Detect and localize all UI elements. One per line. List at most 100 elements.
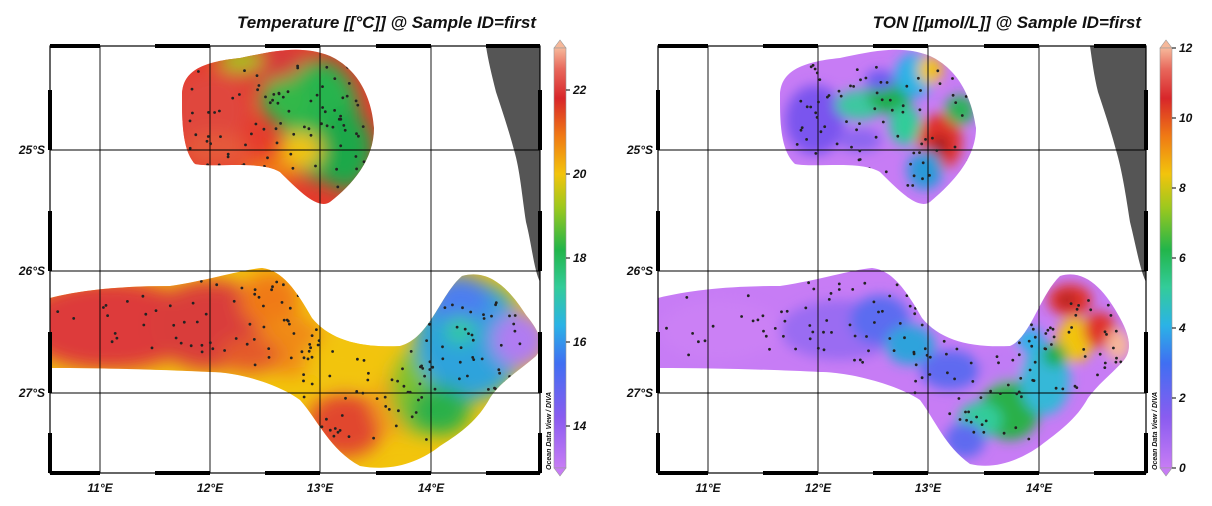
station-dot [418, 382, 422, 386]
colorbar-bottom-arrow [553, 467, 567, 477]
station-dots-south [56, 182, 522, 441]
colorbar-tick-label: 20 [572, 167, 587, 181]
station-dot [205, 186, 209, 189]
station-dot [812, 287, 816, 291]
station-dot [823, 125, 827, 129]
colorbar: 0 2 4 6 8 10 12 Ocean Data View / DIVA [1152, 39, 1193, 477]
station-dot [951, 77, 954, 80]
station-dot [971, 380, 975, 383]
station-dot [296, 66, 300, 70]
station-dot [931, 136, 934, 140]
station-dot [1114, 329, 1118, 333]
station-dot [864, 76, 868, 80]
station-dot [958, 188, 961, 191]
station-dot [1089, 308, 1093, 312]
station-dot [189, 344, 193, 348]
station-dot [307, 127, 311, 131]
colorbar-tick-label: 12 [1179, 41, 1193, 55]
station-dot [751, 319, 755, 323]
temperature-field-south [50, 268, 541, 468]
station-dot [331, 350, 334, 353]
station-dot [921, 434, 925, 438]
station-dot [861, 360, 864, 364]
station-dot [270, 188, 273, 191]
station-dot [443, 306, 447, 309]
station-dot [795, 143, 799, 146]
station-dot [814, 172, 817, 175]
station-dot [972, 430, 976, 434]
station-dot [1051, 327, 1055, 331]
station-dot [761, 314, 765, 318]
station-dot [223, 349, 227, 352]
colorbar-tick-label: 22 [572, 83, 587, 97]
panel-title: TON [[µmol/L]] @ Sample ID=first [873, 13, 1143, 32]
temperature-field-north [182, 49, 374, 204]
station-dot [287, 109, 291, 113]
station-dot [253, 292, 257, 296]
station-dot [271, 188, 275, 192]
station-dot [199, 279, 203, 283]
station-dot [268, 101, 272, 105]
station-dot [1052, 335, 1056, 339]
station-dot [814, 178, 817, 181]
station-dot [244, 143, 247, 147]
station-dot [859, 78, 862, 82]
station-dot [362, 188, 365, 191]
station-dot [310, 355, 314, 359]
station-dot [918, 108, 922, 112]
station-dot [141, 294, 145, 298]
station-dot [1061, 387, 1065, 391]
station-dot [191, 111, 194, 115]
station-dot [964, 95, 968, 98]
station-dot [56, 310, 60, 313]
station-dot [499, 343, 503, 347]
station-dot [1014, 426, 1018, 430]
station-dot [255, 74, 259, 77]
station-dot [338, 429, 342, 432]
station-dot [878, 176, 881, 179]
station-dot [238, 182, 241, 185]
station-dot [354, 155, 358, 158]
credit-label: Ocean Data View / DIVA [546, 392, 553, 470]
station-dot [794, 347, 797, 351]
station-dot [209, 142, 213, 146]
station-dot [849, 84, 852, 88]
station-dot [884, 170, 888, 174]
station-dot [912, 151, 916, 155]
station-dot [263, 165, 266, 168]
station-dot [302, 379, 305, 383]
station-dot [113, 332, 117, 335]
station-dot [851, 288, 855, 291]
station-dot [317, 339, 321, 342]
station-dot [925, 353, 929, 357]
station-dot [918, 151, 921, 155]
station-dot [323, 110, 327, 114]
station-dot [888, 294, 892, 298]
y-tick-label: 27°S [18, 386, 45, 400]
station-dot [72, 317, 76, 320]
station-dot [226, 155, 230, 159]
station-dot [344, 396, 347, 400]
station-dot [818, 78, 822, 81]
station-dot [911, 405, 915, 408]
station-dot [853, 178, 857, 182]
station-dot [288, 306, 292, 310]
station-dot [1027, 339, 1031, 343]
station-dot [853, 334, 857, 338]
station-dot [852, 85, 855, 88]
station-dot [896, 134, 900, 138]
station-dot [414, 411, 418, 414]
station-dot [425, 339, 428, 342]
station-dot [363, 163, 367, 167]
station-dot [375, 397, 379, 400]
station-dot [914, 297, 918, 301]
station-dot [1087, 299, 1090, 302]
station-dot [459, 346, 463, 349]
station-dot [953, 377, 956, 381]
panel-title: Temperature [[°C]] @ Sample ID=first [237, 13, 537, 32]
station-dot [188, 119, 192, 123]
station-dot [905, 294, 909, 297]
station-dot [262, 325, 266, 329]
station-dot [958, 418, 962, 421]
station-dot [911, 403, 914, 406]
